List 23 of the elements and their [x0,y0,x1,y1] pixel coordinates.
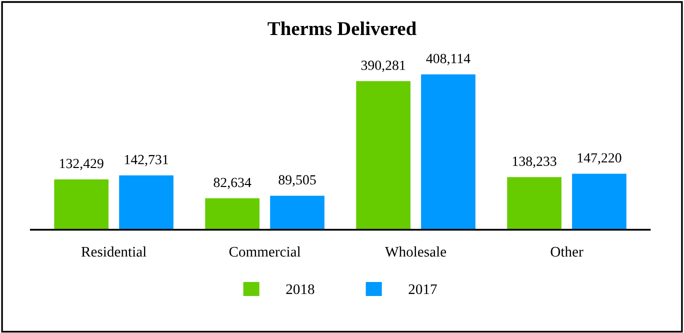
x-tick-label: Commercial [229,246,301,257]
data-label: 390,281 [361,60,406,72]
bar [205,198,260,230]
data-label: 408,114 [426,54,470,66]
data-label: 147,220 [578,153,622,165]
chart-title: Therms Delivered [268,21,416,36]
data-label: 89,505 [278,175,316,187]
data-label: 132,429 [60,158,104,170]
x-tick-label: Residential [81,246,146,257]
legend-label: 2018 [286,284,314,294]
bar [572,174,626,230]
bar [270,196,324,230]
bar [356,81,410,230]
bar [54,179,109,230]
x-tick-label: Other [550,246,584,257]
data-label: 142,731 [124,154,168,166]
bar [421,74,476,230]
data-label: 138,233 [512,156,556,168]
legend-label: 2017 [408,284,437,294]
x-tick-label: Wholesale [385,246,446,257]
bar [507,177,562,230]
data-label: 82,634 [214,178,252,190]
bar [119,175,174,230]
